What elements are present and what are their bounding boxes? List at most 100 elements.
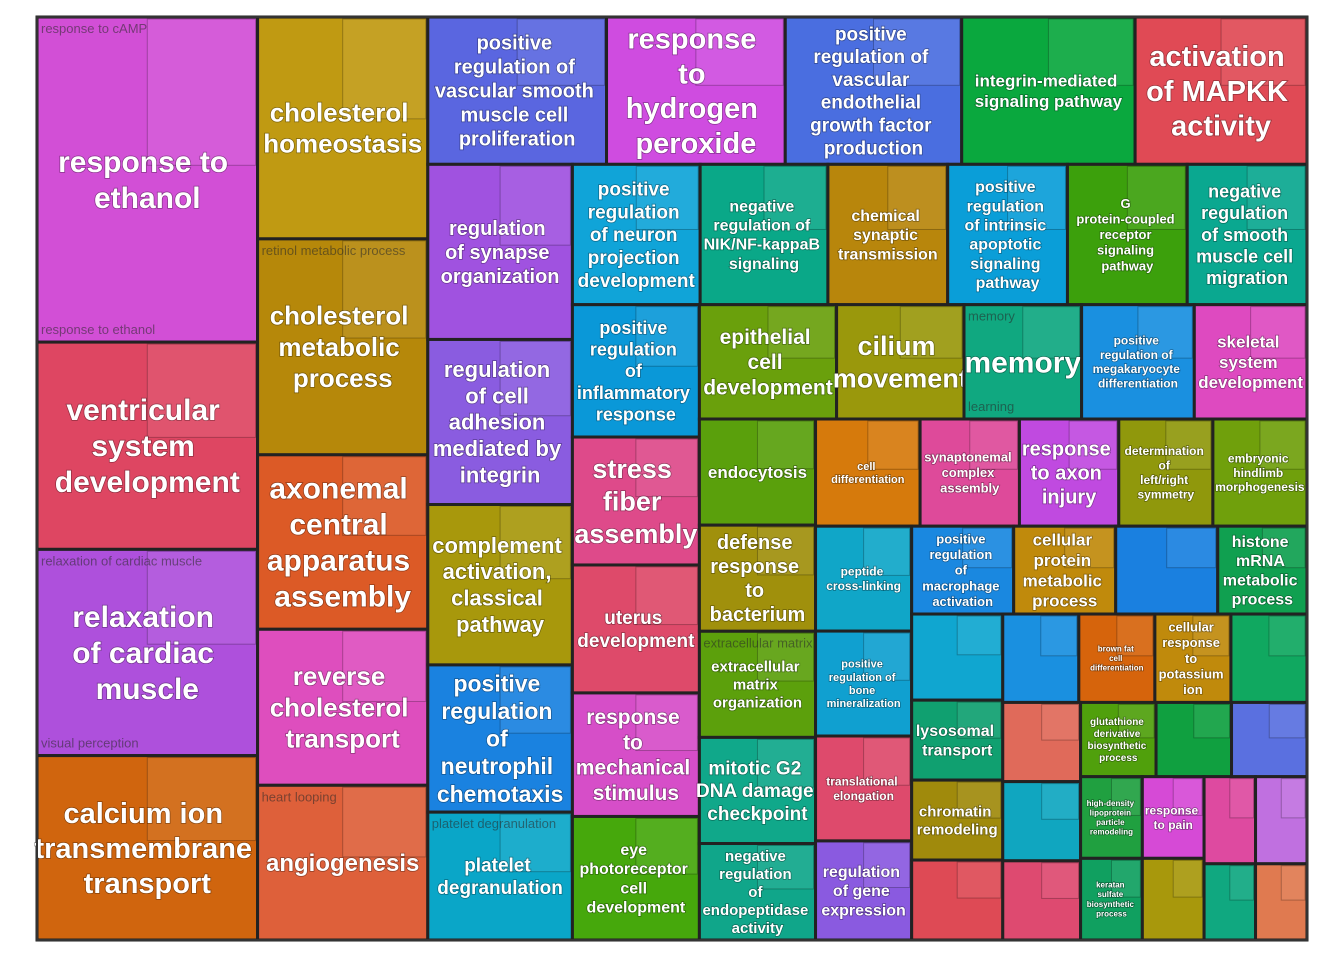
tile-rect bbox=[1080, 303, 1196, 421]
tile: translational elongation bbox=[814, 734, 914, 843]
tile: lysosomal transport bbox=[910, 698, 1005, 782]
label-line: axonemal bbox=[269, 473, 416, 506]
tile-shade bbox=[956, 615, 1002, 656]
label-line: transmission bbox=[838, 246, 938, 263]
label-line: keratan bbox=[1096, 881, 1127, 890]
tile: high-density lipoprotein particle remode… bbox=[1079, 775, 1144, 860]
tile-rect bbox=[35, 754, 260, 942]
label-line: vascular smooth bbox=[435, 81, 600, 103]
label-line: metabolic bbox=[1223, 572, 1302, 589]
label-line: remodeling bbox=[1090, 828, 1133, 837]
tile bbox=[1140, 856, 1206, 942]
label-line: mineralization bbox=[827, 698, 901, 710]
tile bbox=[1001, 859, 1083, 942]
tile-shade bbox=[756, 845, 815, 890]
tile-label: response to hydrogen peroxide bbox=[626, 24, 766, 160]
tile-label: positive regulation of inflammatory resp… bbox=[577, 318, 695, 424]
tile-label: embryonic hindlimb morphogenesis bbox=[1215, 451, 1305, 494]
minor-label: relaxation of cardiac muscle bbox=[41, 553, 202, 568]
tile-label: cellular response to potassium ion bbox=[1159, 620, 1228, 697]
tile-shade bbox=[1064, 527, 1115, 569]
label-line: assembly bbox=[274, 581, 411, 614]
tile: response to mechanical stimulus bbox=[570, 691, 701, 818]
tile-rect bbox=[426, 162, 574, 341]
tile: positive regulation of megakaryocyte dif… bbox=[1080, 303, 1196, 421]
label-line: cilium bbox=[858, 331, 944, 361]
tile-label: regulation of synapse organization bbox=[441, 218, 560, 288]
label-line: signaling pathway bbox=[975, 92, 1123, 111]
label-line: inflammatory bbox=[577, 383, 695, 403]
tile: positive regulation of neuron projection… bbox=[570, 162, 702, 307]
tile-shade bbox=[695, 18, 784, 86]
tile-rect bbox=[1192, 303, 1309, 421]
tile-shade bbox=[635, 306, 698, 367]
tile: chromatin remodeling bbox=[910, 778, 1005, 862]
label-line: apoptotic bbox=[969, 237, 1045, 254]
tile: cellular protein metabolic process bbox=[1012, 524, 1118, 616]
label-line: activity bbox=[732, 920, 784, 937]
label-line: platelet bbox=[464, 855, 536, 876]
tile-rect bbox=[826, 162, 950, 307]
tile bbox=[1001, 612, 1081, 704]
label-line: movement bbox=[833, 363, 968, 393]
tile: positive regulation of vascular endothel… bbox=[783, 15, 964, 166]
label-line: determination bbox=[1124, 444, 1207, 458]
tile-rect bbox=[697, 303, 839, 421]
label-line: protein-coupled bbox=[1076, 211, 1178, 226]
tile: response to axon injury bbox=[1017, 417, 1121, 528]
tile-rect bbox=[570, 691, 701, 818]
label-line: peroxide bbox=[635, 128, 756, 160]
label-line: regulation bbox=[590, 340, 682, 360]
tile-shade bbox=[516, 18, 606, 86]
label-line: translational bbox=[826, 774, 901, 788]
tile-rect bbox=[1017, 417, 1121, 528]
tile-label: ventricular system development bbox=[55, 394, 240, 499]
tile-label: response to axon injury bbox=[1022, 439, 1116, 509]
tile-label: platelet degranulation bbox=[437, 855, 563, 899]
tile-shade bbox=[1137, 306, 1193, 359]
tile-rect bbox=[814, 734, 914, 843]
label-line: regulation bbox=[823, 864, 905, 881]
tile-label: response to mechanical stimulus bbox=[576, 706, 696, 805]
label-line: negative bbox=[729, 198, 798, 215]
tile: endocytosis bbox=[697, 417, 818, 527]
label-line: response bbox=[1145, 804, 1202, 818]
tile-label: regulation of cell adhesion mediated by … bbox=[433, 357, 567, 488]
tile-rect bbox=[1202, 775, 1258, 866]
tile-shade bbox=[872, 18, 961, 86]
tile-label: chromatin remodeling bbox=[917, 803, 998, 838]
label-line: mRNA bbox=[1236, 553, 1289, 570]
tile-rect bbox=[1077, 612, 1157, 704]
tile-rect bbox=[426, 337, 574, 507]
tile-shade bbox=[635, 438, 698, 498]
label-line: signaling bbox=[1097, 243, 1158, 258]
label-line: positive bbox=[975, 179, 1040, 196]
tile: cholesterol homeostasis bbox=[256, 15, 430, 241]
label-line: of bbox=[625, 361, 647, 381]
tile-shade bbox=[499, 666, 571, 734]
label-line: growth factor bbox=[810, 116, 937, 137]
tile-shade bbox=[863, 842, 911, 889]
label-line: of bbox=[1158, 459, 1173, 473]
tile-label: cholesterol metabolic process bbox=[270, 301, 416, 393]
tile-shade bbox=[763, 165, 827, 230]
label-line: of neuron bbox=[590, 225, 683, 246]
minor-label: learning bbox=[968, 399, 1014, 414]
tile-shade bbox=[956, 701, 1002, 739]
tile bbox=[1254, 862, 1309, 942]
tile-shade bbox=[1166, 527, 1217, 569]
tile-shade bbox=[1261, 527, 1306, 569]
label-line: of bbox=[486, 726, 514, 752]
label-line: cholesterol bbox=[270, 301, 416, 331]
label-line: endopeptidase bbox=[702, 902, 812, 919]
tile: negative regulation of smooth muscle cel… bbox=[1185, 162, 1309, 307]
label-line: angiogenesis bbox=[266, 850, 419, 877]
tile: relaxation of cardiac muscle visual perce… bbox=[35, 547, 260, 758]
tile-label: activation of MAPKK activity bbox=[1146, 41, 1296, 143]
label-line: ventricular bbox=[66, 394, 228, 427]
tile-label: integrin-mediated signaling pathway bbox=[975, 71, 1123, 110]
tile-rect bbox=[910, 778, 1005, 862]
tile-rect bbox=[1133, 15, 1309, 166]
label-line: epithelial bbox=[720, 326, 817, 349]
